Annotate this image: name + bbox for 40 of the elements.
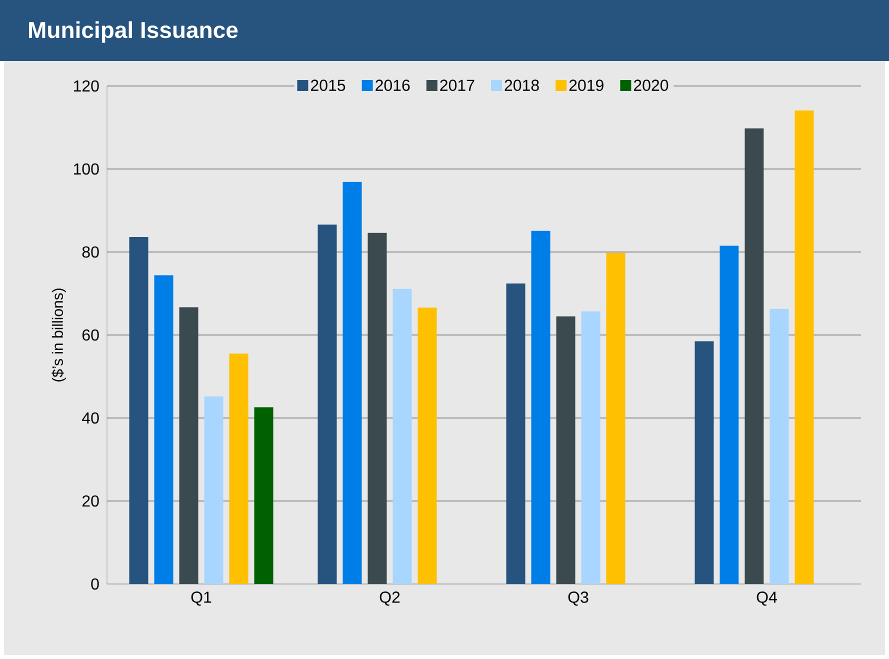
bar xyxy=(720,246,739,584)
bar xyxy=(392,288,412,584)
bar xyxy=(204,396,224,584)
legend-label: 2018 xyxy=(504,80,539,91)
bar xyxy=(794,110,814,584)
y-tick-label: 20 xyxy=(82,495,99,507)
legend-label: 2020 xyxy=(634,80,668,91)
bar xyxy=(744,128,764,584)
y-tick-label: 0 xyxy=(91,578,99,590)
bar xyxy=(506,284,526,584)
legend-label: 2019 xyxy=(569,80,604,91)
bar xyxy=(342,182,362,584)
bar xyxy=(606,252,626,584)
bar xyxy=(556,316,576,584)
y-tick-label: 80 xyxy=(82,246,99,258)
bar xyxy=(229,354,248,584)
x-tick-label: Q2 xyxy=(380,592,400,606)
bar xyxy=(418,308,437,584)
legend-label: 2016 xyxy=(376,80,410,91)
bar xyxy=(581,311,600,584)
bar xyxy=(129,237,148,584)
legend-label: 2015 xyxy=(311,80,346,91)
bar xyxy=(531,230,550,584)
y-tick-label: 100 xyxy=(74,163,99,175)
bar xyxy=(254,407,274,584)
bar xyxy=(154,275,174,584)
bar xyxy=(770,308,789,584)
y-tick-label: 120 xyxy=(74,80,99,92)
y-axis-title: ($’s in billions) xyxy=(52,288,66,382)
bar xyxy=(179,307,198,584)
chart-title: Municipal Issuance xyxy=(29,21,238,43)
bar xyxy=(368,232,387,584)
bar xyxy=(694,341,714,584)
legend-label: 2017 xyxy=(440,80,474,91)
y-tick-label: 40 xyxy=(82,412,99,424)
x-tick-label: Q1 xyxy=(191,592,212,606)
x-tick-label: Q3 xyxy=(568,592,588,606)
x-tick-label: Q4 xyxy=(756,592,777,606)
y-tick-label: 60 xyxy=(82,329,99,341)
bar xyxy=(318,224,337,584)
